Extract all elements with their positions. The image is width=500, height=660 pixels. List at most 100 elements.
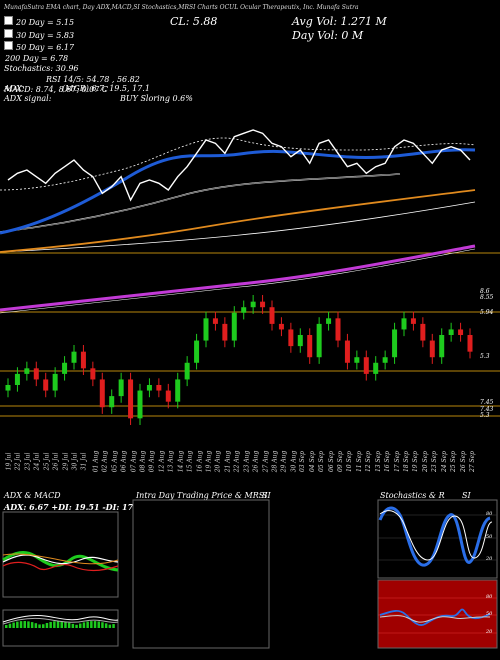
rsi-level-50: 50 (486, 611, 493, 617)
date-label: 11 Sep (355, 450, 363, 473)
ema200-line (0, 244, 476, 312)
macd-histogram-bar (27, 621, 30, 628)
adx-signal-label: ADX signal: (4, 94, 52, 103)
macd-histogram-bar (112, 624, 115, 628)
stoch-title: Stochastics & R (380, 491, 445, 500)
stoch-level-50: 50 (486, 534, 493, 540)
close-label: CL: 5.88 (170, 15, 218, 28)
date-label: 09 Aug (148, 450, 156, 473)
stoch-d-line (379, 510, 493, 561)
date-label: 24 Jul (33, 452, 41, 471)
candles-group (5, 295, 473, 425)
date-label: 30 Jul (71, 452, 79, 471)
macd-panel (2, 609, 119, 647)
candle-body (392, 329, 398, 358)
candle-body (458, 329, 464, 335)
date-label: 23 Sep (431, 450, 439, 473)
date-label: 20 Sep (421, 450, 429, 473)
macd-histogram-bar (67, 622, 71, 628)
candle-body (316, 323, 322, 358)
date-label: 26 Sep (459, 450, 467, 473)
macd-histogram-bar (101, 622, 104, 628)
date-label: 27 Sep (469, 450, 477, 473)
candle-body (99, 379, 105, 408)
date-label: 09 Sep (337, 450, 345, 473)
ema20-swatch (4, 16, 13, 25)
candle-body (373, 362, 379, 374)
candle-body (335, 318, 341, 341)
macd-histogram-bar (30, 622, 34, 628)
ema-legend: 20 Day = 5.15 30 Day = 5.83 50 Day = 6.1… (4, 16, 140, 96)
ema30-legend-item: 30 Day = 5.83 (4, 28, 140, 42)
date-label: 05 Aug (111, 450, 118, 473)
adx-legend-label: ADX: (4, 84, 25, 93)
adx-signal-value: BUY Sloring 0.6% (120, 94, 193, 103)
candle-body (241, 307, 247, 313)
avg-volume-label: Avg Vol: 1.271 M (292, 15, 387, 28)
rsi-line (379, 608, 491, 626)
candle-body (429, 340, 435, 358)
date-label: 19 Jul (5, 452, 13, 471)
candle-body (203, 318, 209, 341)
candle-body (222, 323, 228, 341)
candle-body (5, 385, 11, 391)
date-label: 04 Sep (308, 450, 316, 473)
candle-body (109, 396, 115, 408)
ema30-legend-text: 30 Day = 5.83 (16, 30, 75, 40)
ema200-legend-text: 200 Day = 6.78 (5, 53, 69, 63)
candle-body (354, 357, 360, 363)
candle-body (137, 390, 143, 419)
date-label: 19 Sep (412, 450, 420, 473)
date-label: 02 Aug (101, 450, 109, 473)
date-label: 26 Aug (252, 450, 260, 473)
date-axis: 19 Jul 22 Jul 23 Jul 24 Jul 25 Jul 26 Jul 29 J… (0, 440, 480, 490)
chart-header-line: MunafaSutra EMA chart, Day ADX,MACD,SI S… (4, 4, 359, 11)
date-label: 15 Aug (186, 450, 194, 473)
date-label: 29 Aug (280, 450, 288, 473)
candle-body (260, 301, 266, 308)
candle-body (175, 379, 181, 402)
macd-histogram-bar (64, 621, 67, 628)
sma-dotted-line (0, 137, 476, 191)
date-label: 06 Aug (120, 450, 128, 473)
macd-histogram-bar (97, 621, 100, 628)
adx-panel (2, 511, 119, 598)
ema30-swatch (4, 28, 13, 38)
date-label: 25 Sep (450, 450, 458, 473)
macd-signal-line (2, 617, 119, 625)
candle-body (52, 373, 58, 391)
candle-body (250, 301, 256, 308)
ema50-legend-item: 50 Day = 6.17 (4, 41, 140, 54)
date-label: 19 Aug (205, 450, 213, 473)
candle-body (33, 368, 39, 380)
date-label: 12 Aug (158, 450, 166, 473)
ema200-outline (0, 248, 476, 314)
candle-body (165, 390, 171, 402)
candle-body (269, 307, 275, 324)
macd-histogram-bar (49, 621, 52, 628)
date-label: 26 Jul (52, 452, 60, 471)
candle-body (231, 312, 237, 341)
rsi-level-20: 20 (486, 629, 493, 635)
date-label: 17 Sep (393, 450, 401, 473)
macd-histogram-bar (34, 623, 38, 628)
macd-histogram-bar (71, 623, 75, 628)
candle-body (156, 385, 162, 391)
candle-body (278, 323, 284, 330)
adx-legend-values: (MGR) 6.7, 19.5, 17.1 (62, 84, 150, 93)
macd-legend-text: MACD: 8.74, 8.67, 0.07 C (4, 85, 109, 94)
macd-histogram-bar (86, 621, 89, 628)
date-label: 30 Aug (290, 450, 298, 473)
candle-body (43, 379, 49, 391)
candle-body (128, 379, 134, 419)
price-chart (0, 129, 500, 425)
candle-body (14, 373, 20, 385)
macd-histogram-bar (5, 625, 8, 628)
stoch-level-20: 20 (486, 556, 493, 562)
date-label: 18 Sep (403, 450, 411, 473)
price-label-2: 8.55 (480, 294, 494, 301)
macd-histogram-bar (45, 622, 49, 628)
price-label-5: 7.45 (480, 399, 494, 406)
candle-body (194, 340, 200, 363)
macd-histogram-bar (108, 624, 112, 628)
